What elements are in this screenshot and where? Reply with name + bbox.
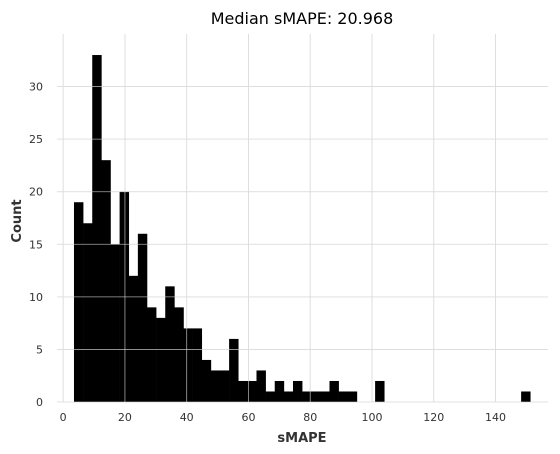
histogram-bar [110,244,120,402]
chart-title: Median sMAPE: 20.968 [211,9,394,28]
x-tick-label: 0 [60,411,67,424]
x-tick-label: 40 [180,411,194,424]
y-tick-label: 5 [36,343,43,356]
x-tick-label: 100 [361,411,382,424]
histogram-bar [375,380,385,402]
histogram-bar [338,391,349,402]
y-tick-label: 30 [29,81,43,94]
histogram-bar [302,391,312,402]
histogram-bar [128,275,139,402]
histogram-bar [165,286,175,402]
histogram-bar [146,307,157,402]
histogram-bar [192,328,203,402]
x-axis-ticks: 0 20 40 60 80 100 120 140 [60,411,506,424]
histogram-bar [101,160,111,402]
y-tick-label: 10 [29,291,43,304]
histogram-bar [238,380,248,402]
histogram-bar [92,55,102,403]
histogram-bar [210,370,221,402]
histogram-bar [137,233,148,402]
histogram-bar [174,307,184,402]
grid-overlay [57,34,548,403]
histogram-bar [73,202,84,402]
histogram-bar [274,380,285,402]
y-tick-label: 15 [29,238,43,251]
histogram-bar [83,223,93,402]
histogram-bar [201,359,212,402]
histogram-bars [73,55,531,403]
histogram-bar [320,391,330,402]
x-tick-label: 120 [423,411,444,424]
y-tick-label: 0 [36,396,43,409]
x-axis-label: sMAPE [277,431,326,446]
histogram-bar [183,328,193,402]
histogram-bar [265,391,276,402]
x-tick-label: 60 [241,411,255,424]
histogram-bar [521,391,531,402]
histogram-bar [256,370,266,402]
histogram-bar [329,380,339,402]
histogram-bar [347,391,358,402]
histogram-bar [292,380,303,402]
y-axis-ticks: 0 5 10 15 20 25 30 [29,81,43,409]
histogram-bar [219,370,230,402]
histogram-bar [247,380,257,402]
y-tick-label: 20 [29,186,43,199]
y-tick-label: 25 [29,133,43,146]
x-tick-label: 20 [118,411,132,424]
y-axis-label: Count [10,199,25,242]
histogram-bar [311,391,321,402]
x-tick-label: 80 [303,411,317,424]
histogram-bar [156,317,166,402]
x-tick-label: 140 [485,411,506,424]
histogram-bar [229,338,239,402]
histogram-bar [283,391,294,402]
